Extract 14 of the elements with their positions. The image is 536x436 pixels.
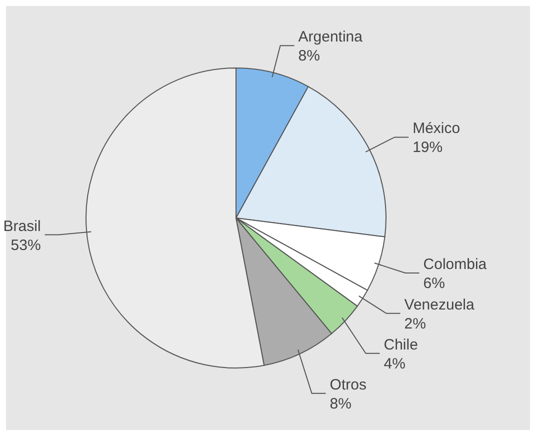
slice-label: Brasil	[3, 218, 41, 235]
slice-label: Chile	[384, 336, 418, 354]
data-label: 2%	[404, 315, 426, 332]
data-label: 4%	[384, 355, 406, 372]
data-label: 8%	[330, 395, 352, 412]
data-label: 53%	[10, 236, 41, 254]
slice-label: Colombia	[423, 256, 488, 274]
slice-label: Venezuela	[404, 296, 476, 314]
slice-label: México	[412, 120, 460, 138]
data-label: 8%	[298, 48, 320, 65]
data-label: 19%	[412, 139, 443, 156]
slice-label: Argentina	[298, 28, 364, 46]
data-label: 6%	[423, 275, 445, 292]
slice-label: Otros	[330, 376, 366, 394]
